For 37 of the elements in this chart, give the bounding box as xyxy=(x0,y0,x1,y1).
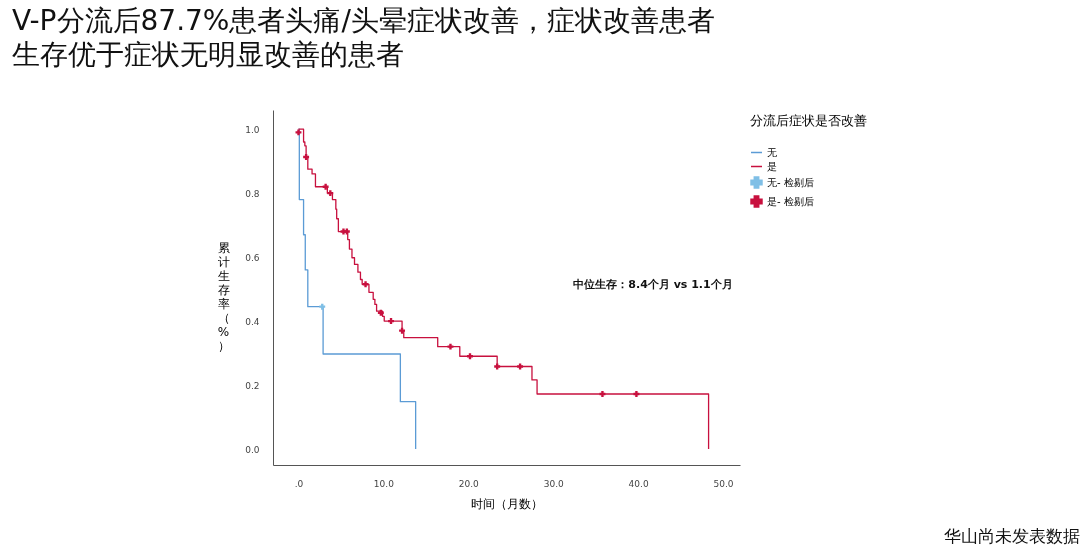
point xyxy=(388,318,394,325)
legend-label: 无 xyxy=(767,146,777,158)
point xyxy=(517,363,524,370)
y-tick-label: 0.6 xyxy=(245,252,260,263)
point xyxy=(303,154,310,160)
point xyxy=(322,183,329,190)
point xyxy=(494,363,501,370)
point xyxy=(447,343,454,350)
point xyxy=(377,309,384,316)
legend-label: 是- 检剔后 xyxy=(767,195,814,207)
legend-label: 是 xyxy=(767,160,777,172)
point xyxy=(295,129,302,136)
x-tick-label: 10.0 xyxy=(373,478,395,489)
point xyxy=(599,391,606,397)
x-tick-label: 20.0 xyxy=(458,478,480,489)
y-tick-label: 0.8 xyxy=(245,188,260,199)
y-tick-label: 1.0 xyxy=(245,124,260,135)
point xyxy=(327,190,334,197)
y-tick-label: 0.2 xyxy=(245,380,260,391)
x-tick-label: .0 xyxy=(294,478,304,489)
chart-title: V-P分流后87.7%患者头痛/头晕症状改善，症状改善患者生存优于症状无明显改善的患者 xyxy=(12,4,715,71)
legend-label: 无- 检剔后 xyxy=(767,176,814,188)
point xyxy=(319,303,326,310)
point xyxy=(399,327,406,334)
legend-title: 分流后症状是否改善 xyxy=(750,113,867,128)
annotation: 中位生存：8.4个月 vs 1.1个月 xyxy=(573,278,733,291)
point xyxy=(633,391,640,397)
x-tick-label: 30.0 xyxy=(543,478,564,489)
x-axis-title: 时间（月数） xyxy=(471,496,543,511)
y-tick-label: 0.0 xyxy=(245,444,260,455)
text: 华山尚未发表数据 xyxy=(944,526,1080,546)
y-axis-title: 累计生存率（%） xyxy=(217,241,230,353)
y-tick-label: 0.4 xyxy=(245,316,260,327)
point xyxy=(467,353,473,360)
x-tick-label: 40.0 xyxy=(628,478,649,489)
point xyxy=(362,281,369,288)
x-tick-label: 50.0 xyxy=(713,478,734,489)
